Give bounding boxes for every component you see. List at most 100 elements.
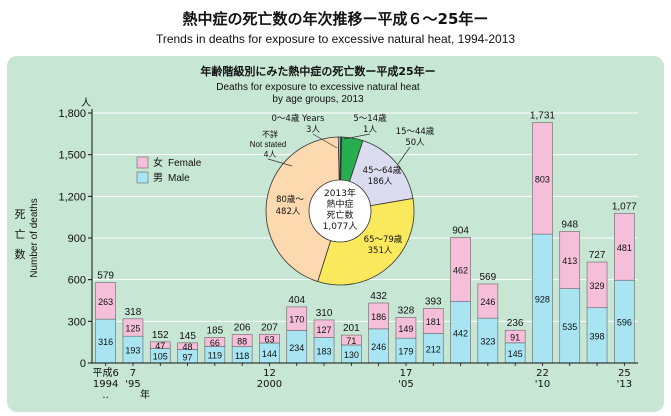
- pie-center-line-3: 死亡数: [326, 209, 353, 221]
- bar-male-label: 442: [453, 328, 468, 338]
- bar-female-label: 47: [155, 341, 165, 351]
- y-tick-label: 1,200: [58, 191, 86, 203]
- pie-label-0-4-name: 0〜4歳 Years: [272, 113, 326, 124]
- bar-male-label: 246: [371, 342, 386, 352]
- bar-male-label: 145: [508, 349, 523, 359]
- page-subtitle: Trends in deaths for exposure to excessi…: [155, 32, 516, 46]
- bar-total-label: 393: [425, 296, 442, 307]
- y-axis: 1,800 1,500 1,200 900 600 300 0: [58, 108, 93, 370]
- bar-female: [149, 341, 171, 349]
- bar-female: [259, 333, 280, 344]
- pie-label-80-name: 80歳〜: [276, 194, 304, 205]
- legend-male-swatch: [136, 171, 149, 184]
- bar-female-label: 413: [562, 256, 577, 266]
- x-tick-label: '05: [398, 379, 413, 390]
- bar-female: [532, 122, 553, 235]
- x-tick-label: 7: [130, 368, 136, 379]
- bar-total-label: 948: [561, 219, 578, 230]
- y-tick-label: 600: [68, 275, 86, 287]
- page-title: 熱中症の死亡数の年次推移ー平成６〜25年ー: [182, 10, 489, 28]
- bar-male-label: 535: [562, 322, 577, 332]
- bar-total-label: 904: [452, 225, 469, 236]
- inset-title-jp: 年齢階級別にみた熱中症の死亡数ー平成25年ー: [200, 64, 435, 78]
- pie-label-45-64-value: 186人: [368, 177, 393, 187]
- bar-female-label: 63: [264, 335, 274, 345]
- bar-male-label: 118: [235, 351, 249, 361]
- x-tick-label: 17: [400, 368, 413, 379]
- bar-total-label: 1,731: [530, 111, 555, 122]
- bar-female: [450, 237, 471, 302]
- bar-female-label: 88: [237, 337, 247, 347]
- inset-title-en-1: Deaths for exposure to excessive natural…: [216, 82, 420, 93]
- bar-total-label: 152: [152, 330, 169, 341]
- pie-label-80-value: 482人: [276, 207, 301, 217]
- inset-title-en-2: by age groups, 2013: [272, 94, 364, 105]
- legend-male-en: Male: [168, 173, 190, 184]
- bar-male-label: 105: [153, 352, 168, 362]
- y-tick-label: 300: [68, 316, 86, 328]
- pie-slice-80-plus: [265, 136, 341, 283]
- bar-total-label: 328: [398, 305, 415, 316]
- pie-center-hole: [308, 179, 372, 243]
- x-tick-label: 1994: [93, 379, 118, 390]
- bar-female: [341, 334, 362, 346]
- y-unit: 人: [81, 97, 91, 109]
- bar-female: [586, 261, 608, 309]
- pie-label-0-4-value: 3人: [306, 125, 320, 135]
- bar-total-label: 145: [179, 331, 196, 342]
- y-tick-label: 1,500: [58, 150, 86, 162]
- bar-total-label: 207: [261, 322, 278, 333]
- bar-female-label: 91: [510, 333, 520, 343]
- bar-total-label: 236: [507, 318, 524, 329]
- legend-male-jp: 男: [153, 172, 163, 184]
- pie-label-65-79-value: 351人: [368, 246, 393, 256]
- bar-female-label: 66: [210, 338, 220, 348]
- bar-male-label: 323: [480, 337, 495, 347]
- x-tick-label: 平成6: [92, 367, 118, 379]
- bar-female: [559, 231, 581, 289]
- y-tick-label: 1,800: [58, 108, 86, 120]
- y-tick-label: 900: [68, 233, 86, 245]
- x-tick-label: 12: [263, 368, 276, 379]
- bar-female: [614, 213, 635, 281]
- bar-female-label: 246: [480, 297, 495, 307]
- bar-female: [204, 337, 226, 347]
- bar-male-label: 130: [344, 350, 359, 360]
- bar-female: [95, 282, 116, 320]
- x-tick-label: 22: [536, 368, 549, 379]
- bar-female-label: 170: [289, 315, 304, 325]
- pie-label-not-stated-en: Not stated: [250, 140, 286, 149]
- bar-male-label: 928: [535, 295, 550, 305]
- pie-label-5-14-name: 5〜14歳: [353, 113, 387, 124]
- bar-male-label: 144: [262, 349, 277, 359]
- bar-female-label: 803: [535, 174, 550, 184]
- bar-female-label: 263: [98, 297, 113, 307]
- bar-total-label: 310: [316, 308, 333, 319]
- x-tick-label: 2000: [257, 379, 282, 390]
- legend-female-en: Female: [168, 158, 202, 169]
- bar-total-label: 432: [370, 291, 387, 302]
- bar-male-label: 119: [208, 351, 222, 361]
- bar-female: [422, 308, 444, 334]
- bar-total-label: 318: [125, 307, 142, 318]
- y-label-jp-2: 亡: [15, 227, 26, 241]
- bar-female-label: 149: [398, 324, 413, 334]
- pie-label-not-stated-jp: 不詳: [262, 129, 278, 139]
- pie-leader-line: [397, 146, 411, 165]
- pie-leader-line: [267, 158, 293, 167]
- x-tick-label: '10: [535, 379, 550, 390]
- bar-total-label: 579: [97, 271, 114, 282]
- pie-label-65-79-name: 65〜79歳: [364, 234, 403, 245]
- bar-female: [395, 317, 417, 339]
- y-label-jp-1: 死: [15, 208, 26, 221]
- bar-female-label: 329: [590, 281, 605, 291]
- bar-female-label: 71: [346, 336, 356, 346]
- bars: 3162635791931253181054715297481451196618…: [95, 111, 637, 364]
- y-label-en: Number of deaths: [29, 198, 40, 278]
- pie-leader-line: [312, 133, 338, 149]
- pie-center-line-2: 熱中症: [326, 198, 353, 210]
- bar-total-label: 1,077: [612, 201, 637, 212]
- bar-female: [177, 342, 198, 350]
- bar-female: [368, 302, 389, 330]
